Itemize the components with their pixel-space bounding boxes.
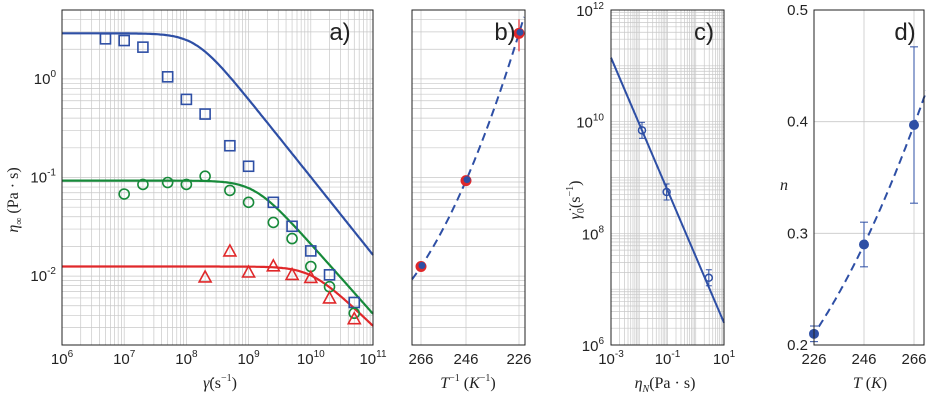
data-point-blue	[419, 262, 426, 269]
y-tick-label: 0.5	[787, 2, 808, 19]
y-tick-label: 10-2	[30, 266, 56, 285]
panel-d-frame	[814, 10, 924, 345]
panel-d-ylabel: n	[780, 177, 788, 194]
x-tick-label: 1010	[297, 349, 325, 368]
data-point	[859, 240, 869, 250]
panel-c-ylabel: γ̇0(s−1)	[565, 181, 587, 220]
panel-b-xlabel: T−1 (K−1)	[440, 373, 496, 392]
x-tick-label: 101	[713, 349, 736, 368]
x-tick-label: 246	[453, 351, 478, 368]
x-tick-label: 266	[901, 351, 926, 368]
x-tick-label: 10-1	[655, 349, 681, 368]
x-tick-label: 226	[506, 351, 531, 368]
panel-d-xlabel: T (K)	[853, 375, 887, 392]
panel-d-label: d)	[894, 19, 915, 46]
panel-a-ylabel: η∞ (Pa · s)	[5, 167, 25, 232]
y-tick-label: 0.2	[787, 337, 808, 354]
y-tick-label: 1012	[576, 1, 604, 20]
panel-a-xlabel: γ̇(s−1)	[203, 373, 237, 392]
data-point-blue	[517, 29, 524, 36]
x-tick-label: 107	[113, 349, 136, 368]
x-tick-label: 10-3	[598, 349, 624, 368]
panel-b: 266 246 226 b) T−1 (K−1)	[408, 10, 531, 392]
x-tick-label: 246	[851, 351, 876, 368]
y-tick-label: 100	[34, 69, 57, 88]
panel-a: 106 107 108 109 1010 1011 100 10-1 10-2 a) γ̇(s−…	[5, 10, 387, 392]
panel-b-tick-labels: 266 246 226	[408, 351, 531, 368]
x-tick-label: 266	[408, 351, 433, 368]
y-tick-label: 10-1	[30, 168, 56, 187]
y-tick-label: 0.4	[787, 114, 808, 131]
x-tick-label: 109	[237, 349, 260, 368]
x-tick-label: 106	[51, 349, 74, 368]
panel-c-xlabel: ηN(Pa · s)	[635, 375, 696, 395]
panel-b-label: b)	[494, 19, 515, 46]
y-tick-label: 0.3	[787, 225, 808, 242]
y-tick-label: 108	[582, 224, 605, 243]
data-point	[909, 120, 919, 130]
x-tick-label: 108	[175, 349, 198, 368]
panel-c-label: c)	[694, 19, 714, 46]
data-point-blue	[464, 176, 471, 183]
x-tick-label: 1011	[359, 349, 387, 368]
panel-a-label: a)	[329, 19, 350, 46]
y-tick-label: 1010	[576, 113, 604, 132]
